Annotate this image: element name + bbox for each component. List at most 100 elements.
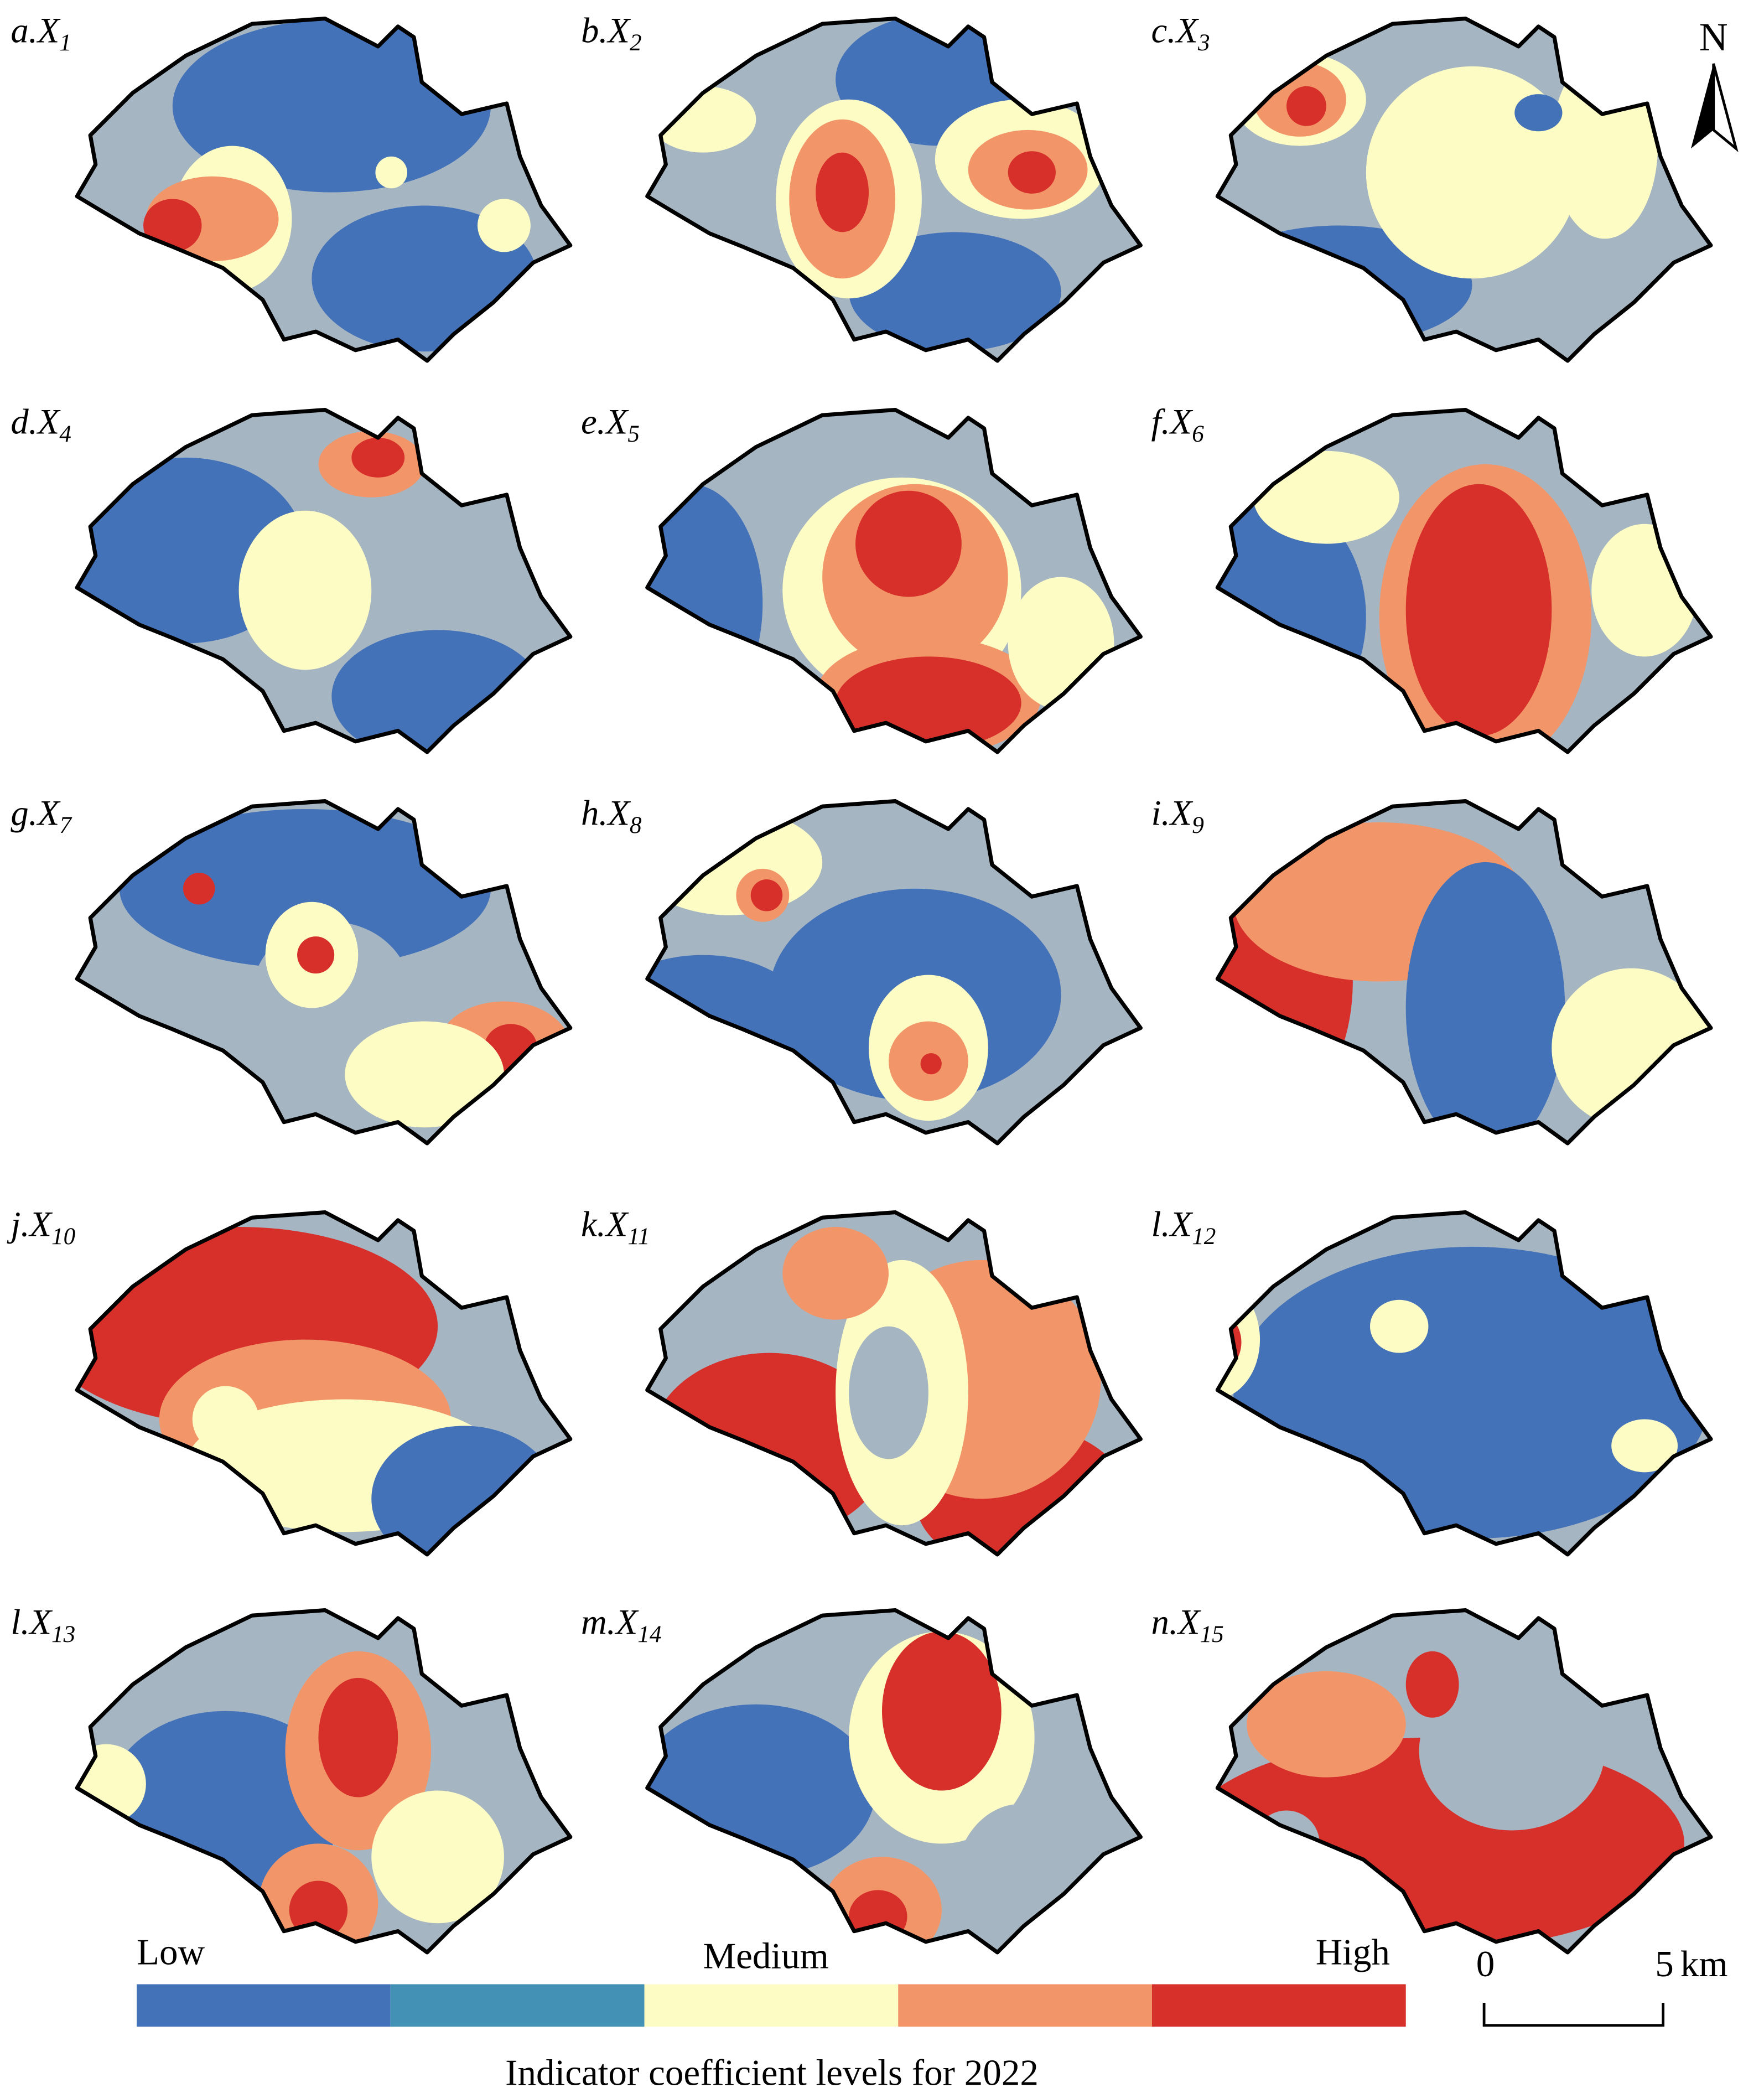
- zone: [816, 152, 869, 232]
- zone: [172, 19, 491, 193]
- north-arrow: N: [1690, 15, 1739, 153]
- map-fill: [77, 18, 570, 361]
- zone: [238, 510, 372, 670]
- panel-label-prefix: i.X: [1151, 793, 1194, 833]
- legend-title: Indicator coefficient levels for 2022: [505, 2052, 1039, 2093]
- panel-label-sub: 15: [1200, 1621, 1224, 1648]
- zone: [882, 1631, 1002, 1791]
- basin-outline: [75, 1608, 573, 1955]
- zone: [650, 86, 756, 153]
- panel-label: j.X10: [7, 1204, 75, 1250]
- scale-bar: 0 5 km: [1476, 1943, 1728, 2027]
- panel-label-prefix: a.X: [11, 11, 61, 50]
- zone: [1286, 86, 1326, 126]
- panel-label-sub: 2: [630, 30, 642, 56]
- zone: [836, 656, 1021, 750]
- basin-outline: [1215, 1210, 1713, 1557]
- zone: [647, 484, 763, 723]
- zone: [1514, 94, 1563, 132]
- zone: [855, 490, 962, 597]
- basin-outline: [645, 16, 1143, 363]
- arrow-left: [1690, 64, 1714, 149]
- panel-label-sub: 6: [1192, 421, 1204, 447]
- map-panel: k.X11: [581, 1204, 1143, 1557]
- panel-label-prefix: c.X: [1151, 11, 1200, 50]
- zone: [1253, 450, 1399, 544]
- map-panel: e.X5: [581, 402, 1143, 754]
- scale-start: 0: [1476, 1943, 1495, 1985]
- zone: [1405, 1651, 1459, 1718]
- legend-swatch: [1151, 1984, 1406, 2027]
- zone: [849, 1326, 928, 1459]
- panel-label: e.X5: [581, 402, 640, 447]
- legend-low: Low: [137, 1931, 205, 1973]
- panel-label: b.X2: [581, 11, 642, 56]
- map-fill: [1217, 1212, 1711, 1555]
- panel-label-sub: 9: [1192, 812, 1204, 838]
- panel-label-sub: 11: [627, 1224, 650, 1250]
- map-fill: [647, 1610, 1141, 1952]
- map-panel: i.X9: [1151, 793, 1713, 1146]
- panel-label-sub: 10: [51, 1224, 76, 1250]
- zone: [371, 1426, 557, 1555]
- basin-outline: [1215, 1608, 1713, 1955]
- panel-label-prefix: h.X: [581, 793, 631, 833]
- zone: [183, 873, 215, 905]
- zone: [920, 1053, 942, 1075]
- panel-label-prefix: l.X: [1151, 1204, 1194, 1244]
- panel-label-sub: 5: [627, 421, 640, 447]
- zone: [849, 1890, 907, 1944]
- panel-label: l.X13: [11, 1602, 75, 1648]
- panel-label-prefix: m.X: [581, 1602, 639, 1642]
- zone: [143, 199, 202, 252]
- zone: [1247, 1671, 1406, 1778]
- zone: [1233, 1246, 1711, 1539]
- zone: [647, 809, 823, 915]
- panel-label-sub: 4: [59, 421, 71, 447]
- legend: Low Medium High Indicator coefficient le…: [137, 1931, 1406, 2093]
- map-fill: [77, 801, 570, 1143]
- map-panel: d.X4: [11, 402, 573, 754]
- legend-swatch: [137, 1984, 391, 2027]
- panel-label-prefix: k.X: [581, 1204, 629, 1244]
- north-label: N: [1699, 15, 1728, 59]
- map-fill: [1217, 1610, 1711, 1952]
- map-fill: [647, 1212, 1141, 1555]
- zone: [1405, 862, 1565, 1143]
- zone: [371, 1790, 504, 1924]
- panel-label: g.X7: [11, 793, 72, 838]
- zone: [192, 1386, 259, 1453]
- basin-outline: [645, 1210, 1143, 1557]
- basin-outline: [1215, 16, 1713, 363]
- legend-swatch: [390, 1984, 645, 2027]
- arrow-right: [1712, 63, 1739, 153]
- map-panel: n.X15: [1151, 1602, 1713, 1955]
- zone: [1008, 577, 1114, 710]
- map-panel: c.X3: [1151, 11, 1713, 363]
- map-fill: [1217, 801, 1711, 1143]
- panel-label-sub: 12: [1192, 1224, 1216, 1250]
- map-fill: [647, 801, 1141, 1143]
- panel-label: l.X12: [1151, 1204, 1216, 1250]
- zone: [954, 1804, 1088, 1952]
- map-panel: g.X7: [11, 793, 573, 1146]
- panel-label-sub: 14: [637, 1621, 661, 1648]
- basin-outline: [1215, 799, 1713, 1146]
- zone: [1405, 484, 1552, 737]
- map-fill: [77, 1212, 570, 1555]
- panel-label: k.X11: [581, 1204, 650, 1250]
- panel-label: c.X3: [1151, 11, 1210, 56]
- map-fill: [77, 1610, 570, 1952]
- zone: [750, 879, 783, 911]
- zone: [1611, 1419, 1678, 1473]
- map-fill: [647, 18, 1141, 361]
- basin-outline: [1215, 407, 1713, 754]
- panel-label-prefix: d.X: [11, 402, 61, 442]
- panel-label-prefix: e.X: [581, 402, 629, 442]
- basin-outline: [75, 16, 573, 363]
- scale-line: [1482, 2003, 1665, 2027]
- map-fill: [1217, 410, 1711, 752]
- scale-unit: km: [1680, 1943, 1728, 1985]
- zone: [647, 1704, 876, 1877]
